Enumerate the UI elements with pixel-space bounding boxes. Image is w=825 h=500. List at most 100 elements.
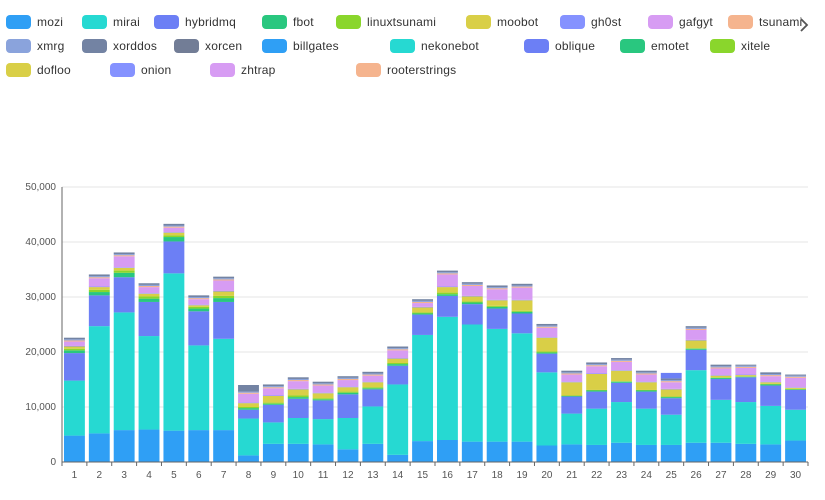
bar-segment-hybridmq (586, 391, 608, 409)
x-tick-label: 2 (97, 470, 103, 481)
bar-segment-linuxtsunami (735, 376, 757, 377)
bar-segment-tsunami (635, 373, 657, 375)
bar-segment-mozi (486, 441, 508, 462)
bar-segment-gafgyt (710, 368, 732, 376)
bar-segment-mozi (685, 442, 707, 462)
legend-item-xorcen[interactable]: xorcen (174, 36, 242, 56)
bar-segment-mirai (312, 419, 334, 445)
x-tick-label: 15 (417, 470, 429, 481)
bar-segment-fbot (660, 397, 682, 399)
bar-segment-xmrg (188, 297, 210, 299)
legend-label: gafgyt (679, 15, 713, 29)
legend-item-dofloo[interactable]: dofloo (6, 60, 71, 80)
legend-swatch (620, 39, 645, 53)
bar-segment-xorddos (113, 252, 135, 255)
legend-item-mirai[interactable]: mirai (82, 12, 140, 32)
bar-segment-xorddos (536, 323, 558, 326)
legend-item-tsunami[interactable]: tsunami (728, 12, 802, 32)
bar-segment-mirai (586, 408, 608, 445)
bar-segment-gh0st (735, 374, 757, 376)
legend-label: emotet (651, 39, 689, 53)
x-tick-label: 23 (616, 470, 628, 481)
bar-segment-tsunami (262, 387, 284, 389)
bar-segment-hybridmq (63, 353, 85, 381)
bar-segment-hybridmq (262, 404, 284, 423)
y-tick-label: 30,000 (25, 292, 56, 303)
legend-label: tsunami (759, 15, 803, 29)
legend-item-hybridmq[interactable]: hybridmq (154, 12, 236, 32)
bar-segment-fbot (536, 352, 558, 354)
bar-segment-fbot (362, 388, 384, 390)
bar-segment-mozi (63, 435, 85, 462)
bar-segment-hybridmq (461, 304, 483, 325)
x-tick-label: 8 (246, 470, 252, 481)
bar-segment-xorddos (188, 295, 210, 297)
bar-segment-mirai (63, 380, 85, 436)
bar-segment-gh0st (163, 232, 185, 233)
bar-segment-gafgyt (163, 227, 185, 233)
legend-item-xorddos[interactable]: xorddos (82, 36, 157, 56)
legend-item-xitele[interactable]: xitele (710, 36, 770, 56)
bar-segment-xorddos (461, 282, 483, 284)
bar-segment-mozi (163, 430, 185, 462)
bar-segment-xorddos (312, 381, 334, 384)
bar-segment-fbot (710, 377, 732, 379)
bar-segment-xmrg (561, 372, 583, 374)
legend-item-moobot[interactable]: moobot (466, 12, 538, 32)
bar-segment-tsunami (337, 378, 359, 381)
bar-segment-moobot (735, 375, 757, 377)
bar-segment-mozi (387, 454, 409, 462)
bar-segment-gafgyt (63, 341, 85, 346)
bar-segment-gafgyt (611, 361, 632, 371)
legend-item-nekonebot[interactable]: nekonebot (390, 36, 479, 56)
bar-segment-gafgyt (760, 376, 782, 382)
legend-label: nekonebot (421, 39, 479, 53)
legend-swatch (210, 63, 235, 77)
bar-segment-gafgyt (586, 366, 608, 374)
legend-label: oblique (555, 39, 596, 53)
bar-segment-mirai (486, 328, 508, 442)
bar-segment-linuxtsunami (536, 351, 558, 353)
bar-segment-gafgyt (785, 377, 807, 388)
legend-item-fbot[interactable]: fbot (262, 12, 314, 32)
bar-segment-xmrg (536, 325, 558, 327)
legend-item-billgates[interactable]: billgates (262, 36, 339, 56)
bar-segment-gh0st (337, 386, 359, 388)
bar-segment-xmrg (163, 225, 185, 227)
bar-segment-moobot (461, 296, 483, 302)
legend-item-gafgyt[interactable]: gafgyt (648, 12, 713, 32)
bar-segment-mirai (511, 333, 533, 442)
bar-segment-xmrg (387, 348, 409, 350)
legend-item-linuxtsunami[interactable]: linuxtsunami (336, 12, 436, 32)
bar-segment-tsunami (561, 373, 583, 375)
legend-item-mozi[interactable]: mozi (6, 12, 63, 32)
bar-segment-mirai (113, 312, 135, 431)
bar-segment-xmrg (635, 372, 657, 374)
legend-label: mozi (37, 15, 64, 29)
bar-segment-mozi (262, 443, 284, 462)
legend-item-gh0st[interactable]: gh0st (560, 12, 621, 32)
bar-segment-gafgyt (536, 327, 558, 338)
legend-item-zhtrap[interactable]: zhtrap (210, 60, 276, 80)
bar-segment-xorddos (785, 374, 807, 376)
bar-segment-gh0st (262, 395, 284, 396)
chevron-right-icon[interactable] (795, 16, 813, 34)
x-tick-label: 26 (691, 470, 703, 481)
x-tick-label: 11 (318, 470, 329, 481)
bar-segment-moobot (685, 340, 707, 349)
legend-item-emotet[interactable]: emotet (620, 36, 689, 56)
bar-segment-hybridmq (312, 400, 334, 420)
bar-segment-tsunami (412, 301, 434, 304)
bar-segment-mozi (138, 429, 160, 462)
bar-segment-gafgyt (461, 286, 483, 296)
legend-swatch (110, 63, 135, 77)
bar-segment-gh0st (387, 358, 409, 359)
bar-segment-gh0st (785, 387, 807, 388)
legend-item-oblique[interactable]: oblique (524, 36, 595, 56)
legend-item-onion[interactable]: onion (110, 60, 171, 80)
legend-item-xmrg[interactable]: xmrg (6, 36, 64, 56)
bar-segment-xmrg (138, 284, 160, 286)
legend-item-rooterstrings[interactable]: rooterstrings (356, 60, 456, 80)
bar-segment-moobot (436, 287, 458, 293)
bar-segment-xmrg (461, 283, 483, 285)
